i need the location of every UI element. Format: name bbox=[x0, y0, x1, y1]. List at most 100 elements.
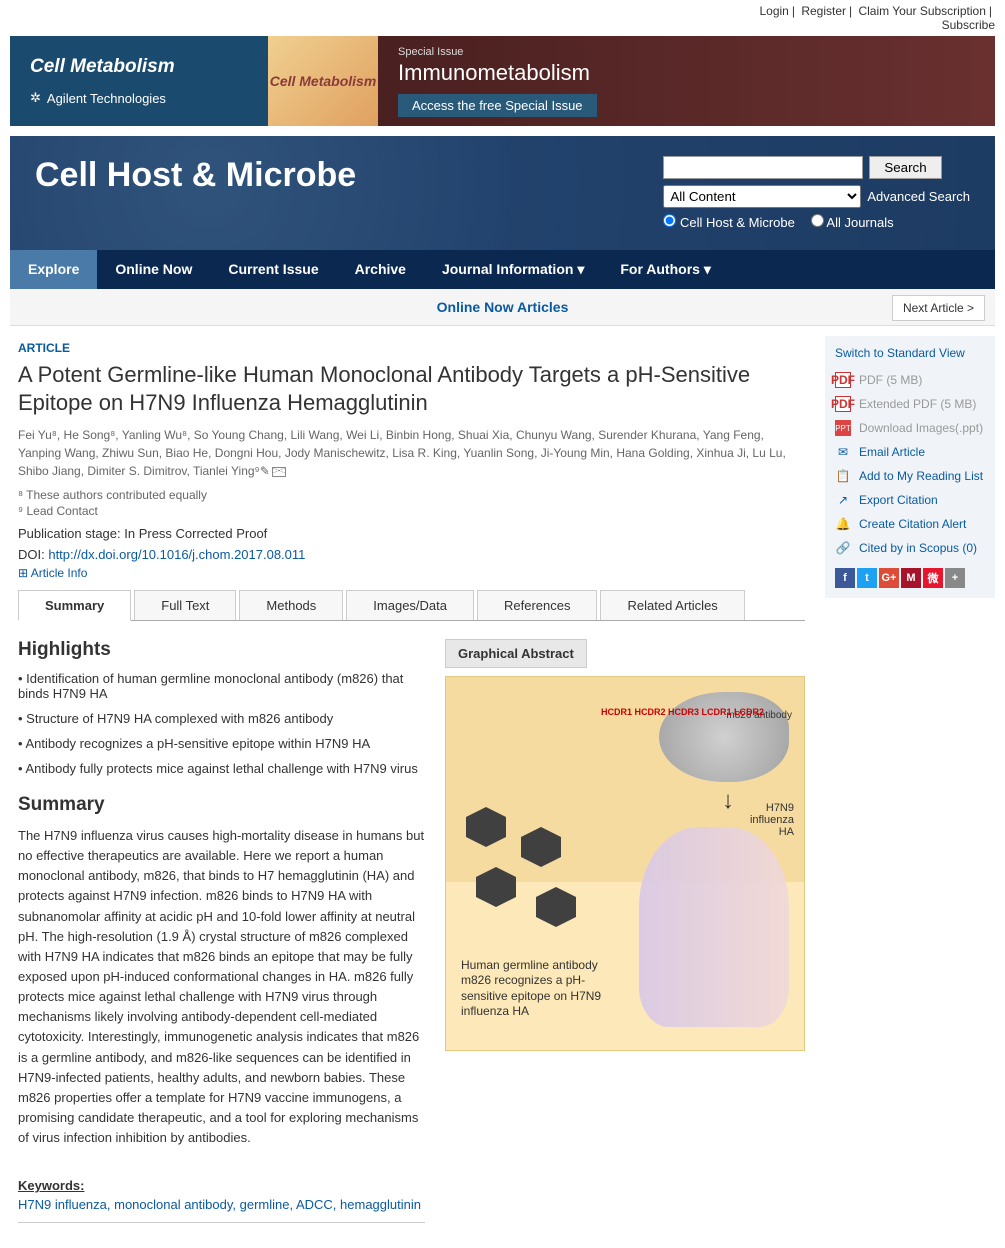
nav-explore[interactable]: Explore bbox=[10, 250, 97, 289]
chevron-down-icon: ▾ bbox=[704, 261, 711, 277]
note-lead: ⁹ Lead Contact bbox=[18, 504, 805, 518]
ad-brand: Cell Metabolism bbox=[30, 56, 248, 78]
search-scope-select[interactable]: All Content bbox=[663, 185, 861, 208]
ad-banner[interactable]: Cell Metabolism ✲Agilent Technologies Ce… bbox=[10, 36, 995, 126]
search-input[interactable] bbox=[663, 156, 863, 179]
tab-methods[interactable]: Methods bbox=[239, 590, 343, 620]
body-columns: Highlights Identification of human germl… bbox=[18, 639, 805, 1233]
export-icon: ↗ bbox=[835, 492, 851, 508]
more-share[interactable]: + bbox=[945, 568, 965, 588]
gplus-share[interactable]: G+ bbox=[879, 568, 899, 588]
extended-pdf-link[interactable]: PDFExtended PDF (5 MB) bbox=[835, 392, 985, 416]
subhead-title[interactable]: Online Now Articles bbox=[437, 299, 569, 315]
tab-summary[interactable]: Summary bbox=[18, 590, 131, 621]
switch-view-link[interactable]: Switch to Standard View bbox=[835, 346, 985, 360]
ad-right: Special Issue Immunometabolism Access th… bbox=[378, 36, 995, 126]
summary-heading: Summary bbox=[18, 794, 425, 816]
highlights-heading: Highlights bbox=[18, 639, 425, 661]
email-icon: ✉ bbox=[835, 444, 851, 460]
claim-link[interactable]: Claim Your Subscription bbox=[858, 4, 985, 18]
tools-sidebar: Switch to Standard View PDFPDF (5 MB) PD… bbox=[825, 336, 995, 598]
nav-journal-info[interactable]: Journal Information ▾ bbox=[424, 250, 602, 289]
graphical-abstract-column: Graphical Abstract m826 antibody HCDR1 H… bbox=[445, 639, 805, 1233]
facebook-share[interactable]: f bbox=[835, 568, 855, 588]
graphical-abstract-image[interactable]: m826 antibody HCDR1 HCDR2 HCDR3 LCDR1 LC… bbox=[445, 676, 805, 1051]
ad-topic: Immunometabolism bbox=[398, 60, 975, 86]
scopus-link[interactable]: 🔗Cited by in Scopus (0) bbox=[835, 536, 985, 560]
keywords-heading: Keywords: bbox=[18, 1178, 425, 1193]
divider bbox=[18, 1222, 425, 1223]
citation-alert-link[interactable]: 🔔Create Citation Alert bbox=[835, 512, 985, 536]
graphical-abstract-heading: Graphical Abstract bbox=[445, 639, 587, 668]
article-type-label: ARTICLE bbox=[18, 341, 805, 355]
next-article-button[interactable]: Next Article > bbox=[892, 295, 985, 321]
article-info-toggle[interactable]: ⊞ Article Info bbox=[18, 566, 805, 580]
tab-references[interactable]: References bbox=[477, 590, 597, 620]
export-citation-link[interactable]: ↗Export Citation bbox=[835, 488, 985, 512]
correspondence-icon[interactable]: ✎ bbox=[260, 464, 270, 478]
pdf-icon: PDF bbox=[835, 396, 851, 412]
nav-online-now[interactable]: Online Now bbox=[97, 250, 210, 289]
doi: DOI: http://dx.doi.org/10.1016/j.chom.20… bbox=[18, 547, 805, 562]
nav-current-issue[interactable]: Current Issue bbox=[210, 250, 336, 289]
tab-related[interactable]: Related Articles bbox=[600, 590, 744, 620]
search-box: Search All Content Advanced Search Cell … bbox=[663, 156, 970, 230]
share-row: f t G+ M 微 + bbox=[835, 568, 985, 588]
highlight-item: Identification of human germline monoclo… bbox=[18, 671, 425, 701]
scope-all-radio[interactable] bbox=[811, 214, 824, 227]
chevron-down-icon: ▾ bbox=[577, 261, 584, 277]
email-icon[interactable] bbox=[272, 467, 286, 477]
arrow-icon: ↓ bbox=[722, 787, 734, 815]
text-column: Highlights Identification of human germl… bbox=[18, 639, 425, 1233]
ad-left: Cell Metabolism ✲Agilent Technologies bbox=[10, 36, 268, 126]
antibody-structure bbox=[659, 692, 789, 782]
tab-images[interactable]: Images/Data bbox=[346, 590, 474, 620]
ad-mid: Cell Metabolism bbox=[268, 36, 378, 126]
tab-fulltext[interactable]: Full Text bbox=[134, 590, 236, 620]
highlight-item: Structure of H7N9 HA complexed with m826… bbox=[18, 711, 425, 726]
main-column: ARTICLE A Potent Germline-like Human Mon… bbox=[10, 326, 825, 1248]
article-title: A Potent Germline-like Human Monoclonal … bbox=[18, 361, 805, 416]
login-link[interactable]: Login bbox=[759, 4, 788, 18]
ad-sponsor: ✲Agilent Technologies bbox=[30, 90, 248, 106]
download-images-link[interactable]: PPTDownload Images(.ppt) bbox=[835, 416, 985, 440]
cdr-labels: HCDR1 HCDR2 HCDR3 LCDR1 LCDR2 bbox=[601, 707, 764, 717]
author-notes: ⁸ These authors contributed equally ⁹ Le… bbox=[18, 488, 805, 518]
ad-special: Special Issue bbox=[398, 46, 975, 58]
content: ARTICLE A Potent Germline-like Human Mon… bbox=[10, 326, 995, 1248]
top-links: Login| Register| Claim Your Subscription… bbox=[0, 0, 1005, 36]
list-icon: 📋 bbox=[835, 468, 851, 484]
summary-text: The H7N9 influenza virus causes high-mor… bbox=[18, 826, 425, 1148]
journal-title: Cell Host & Microbe bbox=[35, 156, 356, 195]
mendeley-share[interactable]: M bbox=[901, 568, 921, 588]
weibo-share[interactable]: 微 bbox=[923, 568, 943, 588]
subscribe-link[interactable]: Subscribe bbox=[942, 18, 995, 32]
register-link[interactable]: Register bbox=[801, 4, 846, 18]
search-button[interactable]: Search bbox=[869, 156, 941, 179]
doi-link[interactable]: http://dx.doi.org/10.1016/j.chom.2017.08… bbox=[48, 547, 305, 562]
ga-caption: Human germline antibody m826 recognizes … bbox=[461, 958, 631, 1020]
main-nav: Explore Online Now Current Issue Archive… bbox=[10, 250, 995, 289]
nav-for-authors[interactable]: For Authors ▾ bbox=[602, 250, 729, 289]
scope-journal-radio[interactable] bbox=[663, 214, 676, 227]
hero: Cell Host & Microbe Search All Content A… bbox=[10, 136, 995, 250]
ad-cta[interactable]: Access the free Special Issue bbox=[398, 94, 597, 117]
nav-archive[interactable]: Archive bbox=[337, 250, 424, 289]
article-tabs: Summary Full Text Methods Images/Data Re… bbox=[18, 590, 805, 621]
highlight-item: Antibody recognizes a pH-sensitive epito… bbox=[18, 736, 425, 751]
publication-stage: Publication stage: In Press Corrected Pr… bbox=[18, 526, 805, 541]
alert-icon: 🔔 bbox=[835, 516, 851, 532]
ppt-icon: PPT bbox=[835, 420, 851, 436]
reading-list-link[interactable]: 📋Add to My Reading List bbox=[835, 464, 985, 488]
email-article-link[interactable]: ✉Email Article bbox=[835, 440, 985, 464]
advanced-search-link[interactable]: Advanced Search bbox=[867, 189, 970, 204]
authors: Fei Yu⁸, He Song⁸, Yanling Wu⁸, So Young… bbox=[18, 426, 805, 480]
keywords-list[interactable]: H7N9 influenza, monoclonal antibody, ger… bbox=[18, 1197, 425, 1212]
highlights-list: Identification of human germline monoclo… bbox=[18, 671, 425, 776]
scopus-icon: 🔗 bbox=[835, 540, 851, 556]
twitter-share[interactable]: t bbox=[857, 568, 877, 588]
highlight-item: Antibody fully protects mice against let… bbox=[18, 761, 425, 776]
pdf-link[interactable]: PDFPDF (5 MB) bbox=[835, 368, 985, 392]
keywords: Keywords: H7N9 influenza, monoclonal ant… bbox=[18, 1178, 425, 1212]
ha-structure bbox=[639, 827, 789, 1027]
